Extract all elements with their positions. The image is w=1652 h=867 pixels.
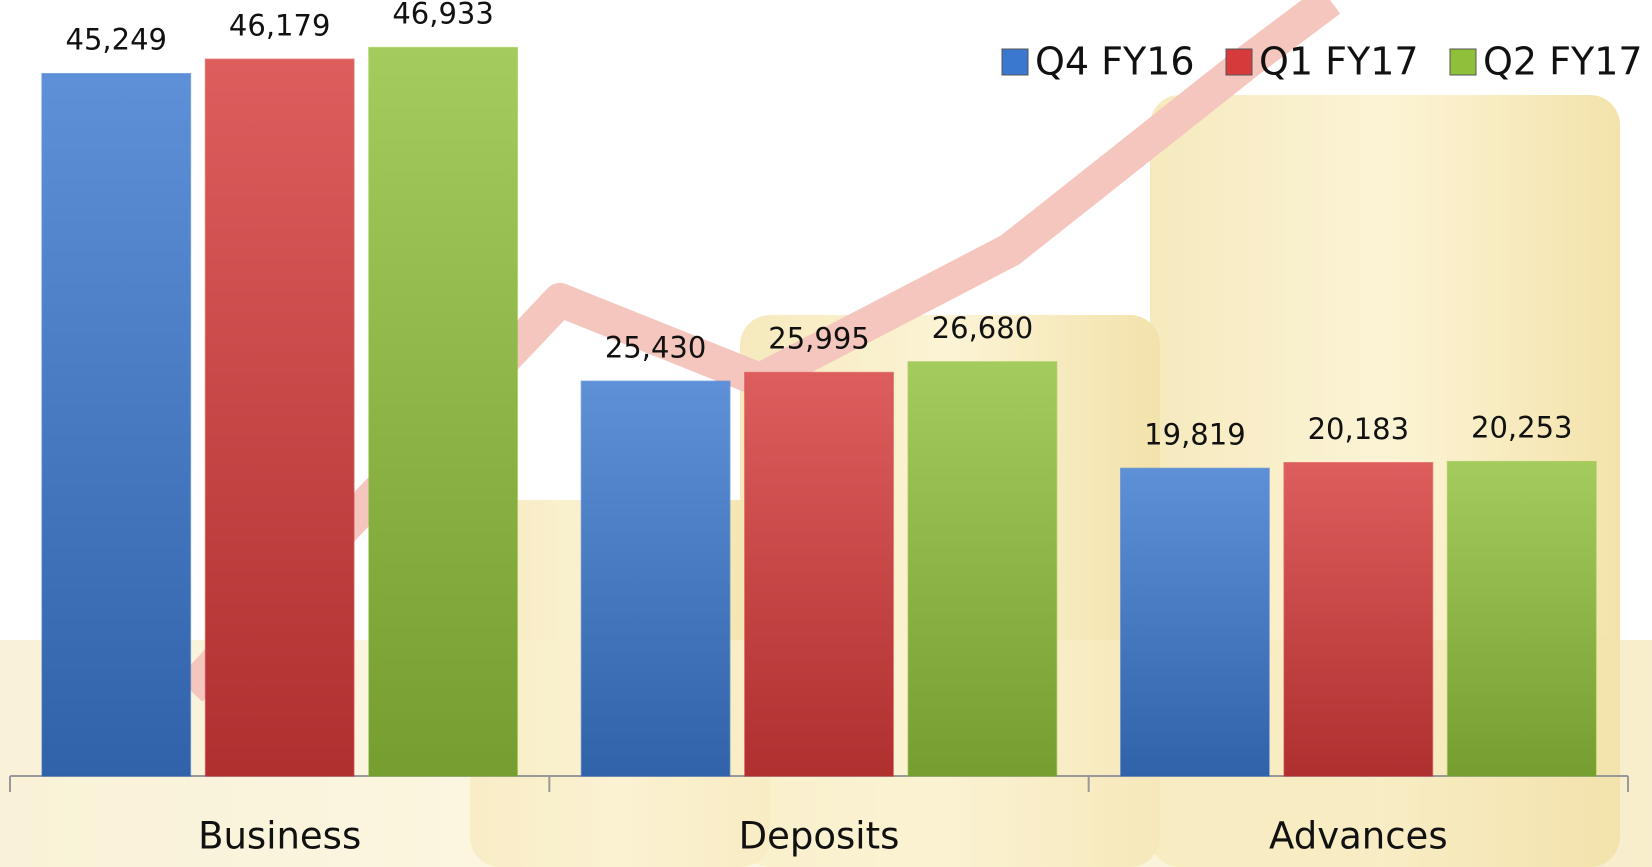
data-label: 25,995 bbox=[768, 322, 869, 356]
x-tick-label: Business bbox=[198, 815, 361, 858]
chart: Business 45,249 46,179 46,933 Deposits 25,430… bbox=[0, 0, 1652, 867]
bar bbox=[206, 59, 354, 776]
legend-swatch bbox=[1226, 49, 1252, 75]
bar bbox=[745, 373, 893, 776]
data-label: 45,249 bbox=[66, 23, 167, 57]
x-tick-label: Deposits bbox=[739, 815, 900, 858]
bar bbox=[369, 48, 517, 776]
data-label: 20,253 bbox=[1471, 411, 1572, 445]
data-label: 46,933 bbox=[392, 0, 493, 31]
bar bbox=[1448, 462, 1596, 776]
bar bbox=[1284, 463, 1432, 776]
data-label: 46,179 bbox=[229, 8, 330, 42]
legend-label: Q4 FY16 bbox=[1035, 40, 1195, 84]
legend: Q4 FY16 Q1 FY17 Q2 FY17 bbox=[1002, 40, 1643, 84]
bar bbox=[1121, 468, 1269, 776]
legend-swatch bbox=[1002, 49, 1028, 75]
legend-label: Q2 FY17 bbox=[1483, 40, 1643, 84]
data-label: 26,680 bbox=[932, 311, 1033, 345]
legend-label: Q1 FY17 bbox=[1259, 40, 1419, 84]
bar bbox=[581, 381, 729, 776]
data-label: 20,183 bbox=[1308, 412, 1409, 446]
legend-swatch bbox=[1450, 49, 1476, 75]
data-label: 25,430 bbox=[605, 330, 706, 364]
bar bbox=[908, 362, 1056, 776]
x-tick-label: Advances bbox=[1269, 815, 1448, 858]
data-label: 19,819 bbox=[1144, 417, 1245, 451]
bar bbox=[42, 74, 190, 776]
